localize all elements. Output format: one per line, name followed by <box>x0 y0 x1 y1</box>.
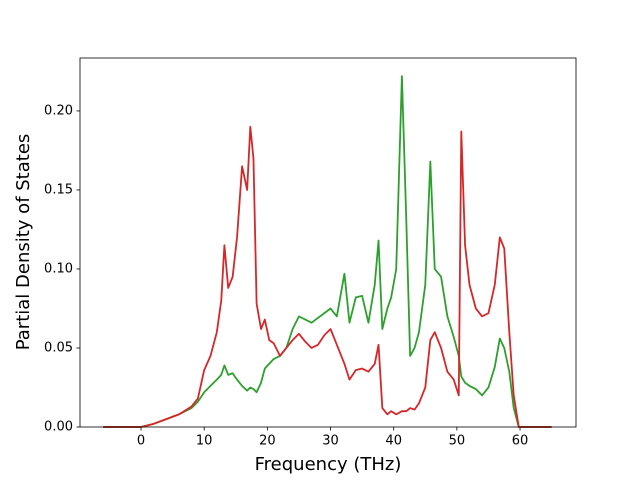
x-axis-label: Frequency (THz) <box>255 454 402 475</box>
x-tick-label: 20 <box>259 434 276 449</box>
series-line <box>103 125 552 428</box>
y-tick-label: 0.10 <box>44 261 73 276</box>
x-tick-label: 50 <box>449 434 466 449</box>
y-tick-label: 0.00 <box>44 420 73 435</box>
x-tick-label: 40 <box>385 434 402 449</box>
x-tick-label: 60 <box>512 434 529 449</box>
axes-frame <box>79 57 577 428</box>
y-tick-label: 0.15 <box>44 182 73 197</box>
y-axis-label: Partial Density of States <box>13 134 34 351</box>
series-line <box>103 75 552 428</box>
x-tick-label: 30 <box>322 434 339 449</box>
y-tick-label: 0.05 <box>44 340 73 355</box>
x-tick-label: 10 <box>196 434 213 449</box>
plot-area <box>80 58 576 427</box>
x-tick-label: 0 <box>137 434 145 449</box>
y-tick-label: 0.20 <box>44 103 73 118</box>
